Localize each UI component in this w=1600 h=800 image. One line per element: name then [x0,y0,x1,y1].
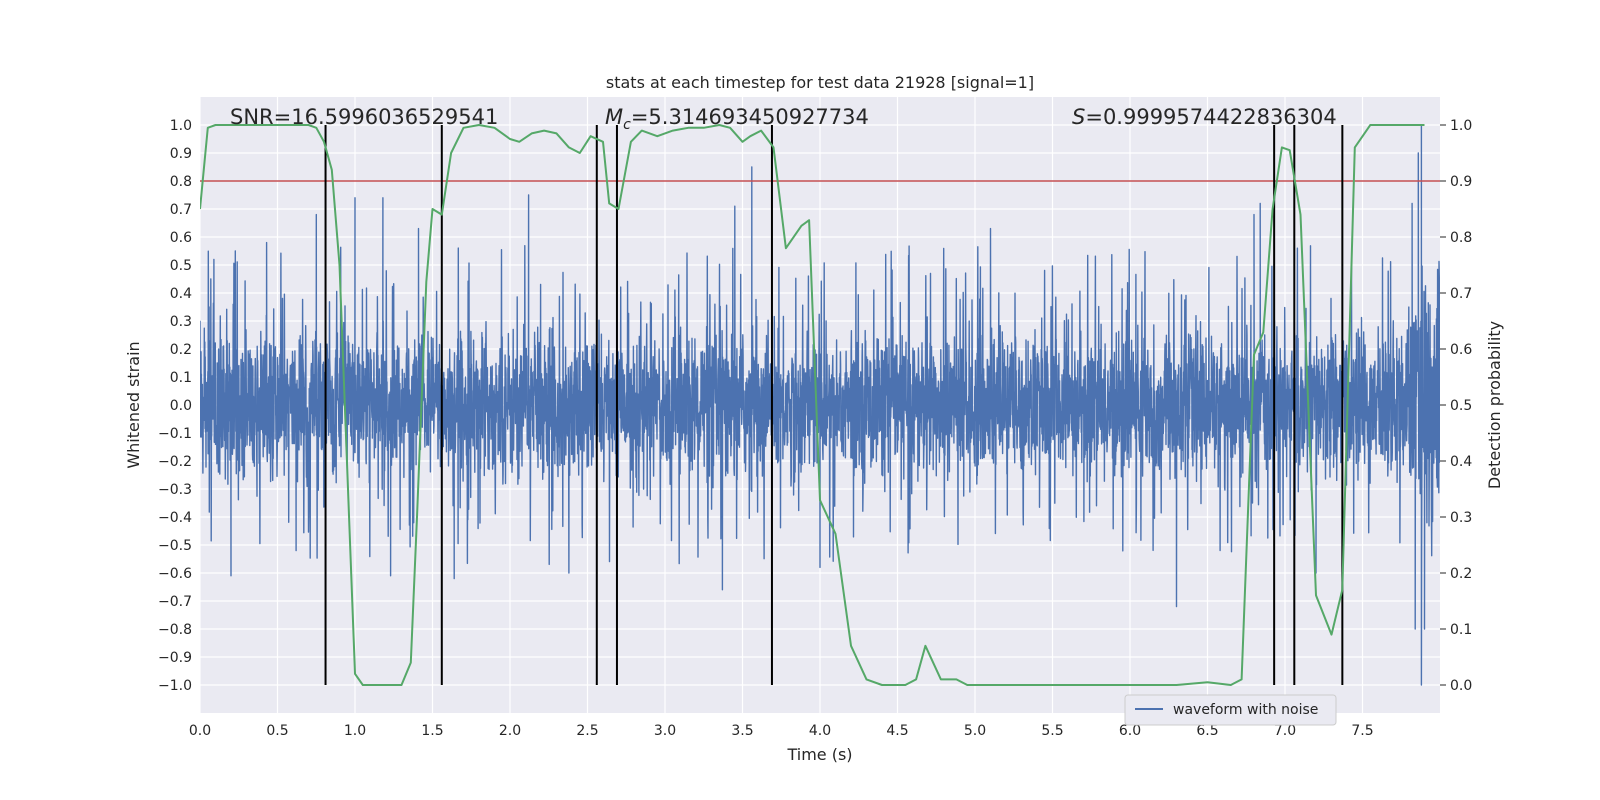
x-tick-label-15: 7.5 [1351,723,1373,739]
y-right-tick-label-5: 0.5 [1450,398,1472,414]
waveform-layer [200,124,1440,686]
x-tick-label-2: 1.0 [344,723,366,739]
y-right-tick-label-9: 0.1 [1450,622,1472,638]
x-tick-label-11: 5.5 [1041,723,1063,739]
y-left-tick-label-4: 0.6 [170,230,192,246]
y-left-tick-label-2: 0.8 [170,174,192,190]
probability-layer [200,124,1425,686]
probability-series-line [200,124,1425,686]
s-annotation: S=0.9999574422836304 [1072,105,1337,129]
y-left-tick-label-13: −0.3 [158,482,192,498]
x-tick-label-6: 3.0 [654,723,676,739]
y-right-tick-label-8: 0.2 [1450,566,1472,582]
x-tick-label-9: 4.5 [886,723,908,739]
y-left-tick-label-18: −0.8 [158,622,192,638]
x-tick-label-10: 5.0 [964,723,986,739]
y-right-tick-label-3: 0.7 [1450,286,1472,302]
y-left-tick-label-7: 0.3 [170,314,192,330]
y-axis-left-label: Whitened strain [124,341,143,468]
y-right-tick-label-2: 0.8 [1450,230,1472,246]
y-left-tick-label-19: −0.9 [158,650,192,666]
y-axis-right-ticks: 1.0 0.9 0.8 0.7 0.6 0.5 0.4 0.3 0.2 0.1 0.0 [1440,118,1472,694]
y-right-tick-label-7: 0.3 [1450,510,1472,526]
y-left-tick-label-14: −0.4 [158,510,192,526]
y-left-tick-label-5: 0.5 [170,258,192,274]
y-left-tick-label-12: −0.2 [158,454,192,470]
y-right-tick-label-4: 0.6 [1450,342,1472,358]
y-left-tick-label-6: 0.4 [170,286,192,302]
x-tick-label-12: 6.0 [1119,723,1141,739]
x-tick-label-0: 0.0 [189,723,211,739]
legend-box [1124,694,1337,726]
y-left-tick-label-17: −0.7 [158,594,192,610]
x-tick-label-13: 6.5 [1196,723,1218,739]
y-left-tick-label-11: −0.1 [158,426,192,442]
y-left-tick-label-0: 1.0 [170,118,192,134]
y-right-tick-label-0: 1.0 [1450,118,1472,134]
y-axis-left-ticks: 1.0 0.9 0.8 0.7 0.6 0.5 0.4 0.3 0.2 0.1 0.0 −0.1 −0.… [158,118,192,694]
y-axis-right-label: Detection probability [1485,321,1504,489]
y-right-tick-label-6: 0.4 [1450,454,1472,470]
y-left-tick-label-10: 0.0 [170,398,192,414]
x-tick-label-1: 0.5 [266,723,288,739]
y-left-tick-label-16: −0.6 [158,566,192,582]
y-right-tick-label-10: 0.0 [1450,678,1472,694]
y-right-tick-label-1: 0.9 [1450,174,1472,190]
x-tick-label-4: 2.0 [499,723,521,739]
chirp-mass-annotation: Mc=5.314693450927734 [605,105,869,133]
snr-annotation: SNR=16.5996036529541 [230,105,498,129]
y-left-tick-label-8: 0.2 [170,342,192,358]
x-tick-label-3: 1.5 [421,723,443,739]
x-tick-label-14: 7.0 [1274,723,1296,739]
y-left-tick-label-1: 0.9 [170,146,192,162]
x-tick-label-7: 3.5 [731,723,753,739]
x-tick-label-8: 4.0 [809,723,831,739]
y-left-tick-label-9: 0.1 [170,370,192,386]
x-axis-label: Time (s) [786,745,852,764]
y-left-tick-label-15: −0.5 [158,538,192,554]
vertical-markers [324,125,1344,685]
legend-label-waveform: waveform with noise [1173,702,1318,718]
y-left-tick-label-20: −1.0 [158,678,192,694]
chart-title: stats at each timestep for test data 219… [606,73,1034,92]
x-tick-label-5: 2.5 [576,723,598,739]
y-left-tick-label-3: 0.7 [170,202,192,218]
x-axis-ticks: 0.0 0.5 1.0 1.5 2.0 2.5 3.0 3.5 4.0 4.5 5.0 5.5 6.0 6… [189,723,1374,739]
legend: waveform with noise [1124,694,1337,726]
waveform-series-line [200,124,1440,686]
